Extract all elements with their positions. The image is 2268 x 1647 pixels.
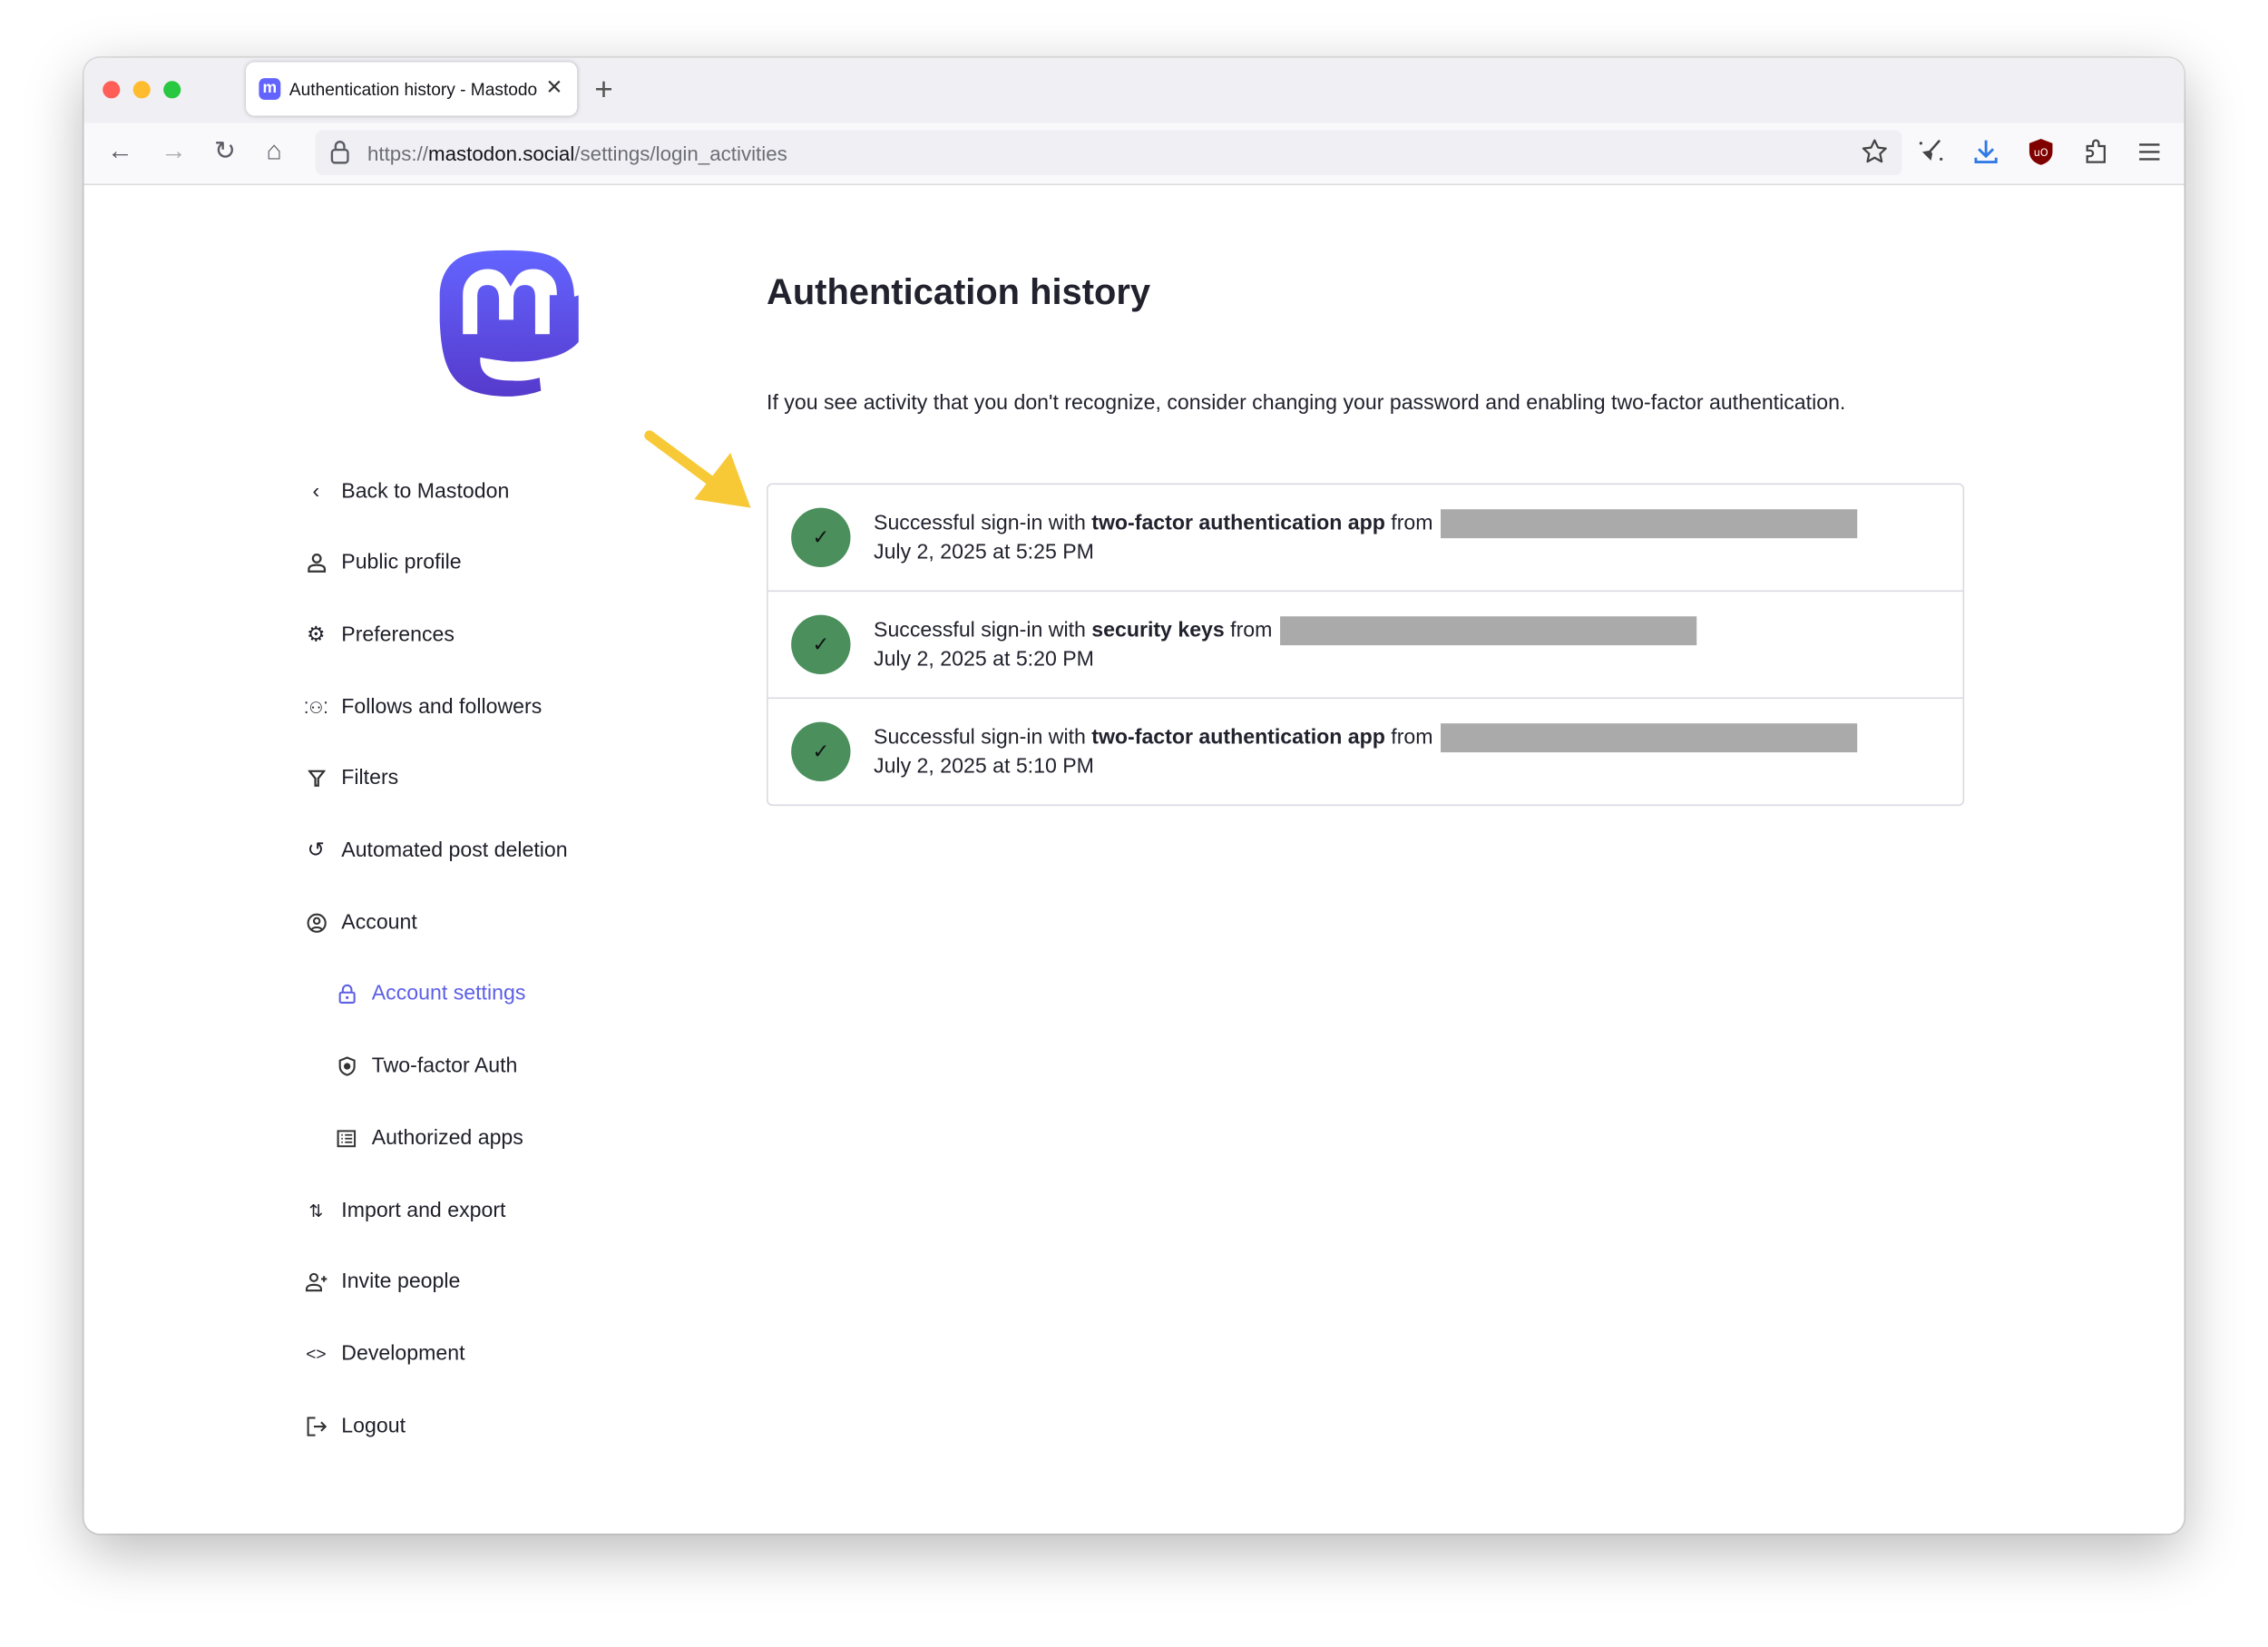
sidebar-item-follows[interactable]: ⁚⚇⁚ Follows and followers [304, 691, 542, 723]
downloads-icon[interactable] [1971, 137, 2000, 166]
person-add-icon [304, 1270, 328, 1294]
success-check-icon: ✓ [791, 614, 851, 674]
sidebar-item-label: Filters [341, 767, 399, 790]
sidebar-item-label: Authorized apps [371, 1127, 523, 1151]
redacted-ip [1440, 723, 1857, 753]
ublock-origin-icon[interactable]: uO [2027, 137, 2056, 166]
navigation-bar: ← → ↻ ⌂ https://mastodon.social/settings… [83, 123, 2185, 186]
bookmark-star-icon[interactable] [1860, 137, 1889, 166]
sidebar-item-import-export[interactable]: ⇅ Import and export [304, 1195, 506, 1227]
entry-method: security keys [1091, 619, 1225, 642]
extensions-puzzle-icon[interactable] [2081, 137, 2110, 166]
lock-icon [334, 982, 358, 1006]
chevron-left-icon: ‹ [312, 480, 320, 504]
sidebar-item-label: Logout [341, 1415, 406, 1438]
maximize-window-button[interactable] [163, 81, 181, 99]
sidebar-item-account[interactable]: Account [304, 907, 417, 939]
login-activity-list: ✓ Successful sign-in with two-factor auth… [767, 483, 1965, 807]
success-check-icon: ✓ [791, 721, 851, 781]
sidebar-item-label: Automated post deletion [341, 838, 568, 863]
sidebar-item-label: Account settings [371, 982, 526, 1006]
sidebar-item-label: Two-factor Auth [371, 1054, 518, 1078]
tab-bar: m Authentication history - Mastodon ✕ + [83, 57, 2185, 123]
sidebar-item-development[interactable]: <> Development [304, 1338, 465, 1370]
login-activity-row: ✓ Successful sign-in with security keys fr… [767, 590, 1963, 698]
lock-icon [330, 141, 349, 164]
url-host: mastodon.social [427, 142, 575, 165]
sidebar-item-account-settings[interactable]: Account settings [334, 978, 525, 1010]
reload-button[interactable]: ↻ [213, 135, 237, 165]
entry-method: two-factor authentication app [1091, 726, 1385, 750]
tab-close-icon[interactable]: ✕ [545, 74, 563, 99]
menu-hamburger-icon[interactable] [2135, 137, 2164, 166]
sidebar-item-two-factor-auth[interactable]: Two-factor Auth [334, 1051, 517, 1083]
sidebar-item-authorized-apps[interactable]: Authorized apps [334, 1123, 523, 1154]
entry-suffix: from [1391, 512, 1433, 535]
logout-icon [304, 1415, 328, 1439]
sidebar-item-label: Account [341, 911, 417, 935]
page-description: If you see activity that you don't recog… [767, 392, 1846, 416]
annotation-arrow-icon [644, 430, 751, 508]
browser-tab[interactable]: m Authentication history - Mastodon ✕ [246, 62, 578, 116]
entry-prefix: Successful sign-in with [874, 512, 1086, 535]
url-scheme: https:// [367, 142, 428, 165]
clear-history-broom-icon[interactable] [1917, 137, 1946, 166]
code-icon: <> [306, 1344, 327, 1365]
entry-timestamp: July 2, 2025 at 5:10 PM [874, 755, 1094, 779]
sidebar-item-preferences[interactable]: ⚙ Preferences [304, 619, 455, 651]
mastodon-logo[interactable] [434, 246, 579, 397]
sidebar-item-invite-people[interactable]: Invite people [304, 1266, 461, 1298]
filter-icon [304, 766, 328, 790]
login-activity-row: ✓ Successful sign-in with two-factor auth… [767, 697, 1963, 805]
account-circle-icon [304, 911, 328, 936]
url-path: /settings/login_activities [574, 142, 787, 165]
entry-prefix: Successful sign-in with [874, 619, 1086, 642]
people-icon: ⁚⚇⁚ [303, 699, 328, 718]
success-check-icon: ✓ [791, 507, 851, 568]
sidebar-item-label: Import and export [341, 1199, 506, 1223]
page-title: Authentication history [767, 271, 1151, 313]
mastodon-favicon-icon: m [259, 78, 281, 101]
sidebar-item-back-to-mastodon[interactable]: ‹ Back to Mastodon [304, 476, 510, 508]
sidebar-item-label: Development [341, 1342, 465, 1367]
new-tab-button[interactable]: + [594, 71, 613, 107]
login-activity-row: ✓ Successful sign-in with two-factor auth… [768, 485, 1963, 590]
sidebar-item-label: Public profile [341, 551, 462, 574]
back-button[interactable]: ← [106, 135, 133, 165]
sidebar-item-automated-post-deletion[interactable]: ↺ Automated post deletion [304, 835, 568, 867]
redacted-ip [1279, 616, 1696, 646]
redacted-ip [1440, 509, 1857, 539]
sidebar-item-filters[interactable]: Filters [304, 762, 398, 794]
entry-timestamp: July 2, 2025 at 5:20 PM [874, 648, 1094, 672]
svg-text:uO: uO [2034, 147, 2048, 159]
entry-timestamp: July 2, 2025 at 5:25 PM [874, 541, 1094, 564]
sidebar-item-logout[interactable]: Logout [304, 1411, 406, 1443]
home-button[interactable]: ⌂ [266, 135, 282, 165]
entry-prefix: Successful sign-in with [874, 726, 1086, 750]
forward-button[interactable]: → [160, 135, 187, 165]
close-window-button[interactable] [103, 81, 121, 99]
browser-window: m Authentication history - Mastodon ✕ + … [83, 57, 2185, 1534]
history-icon: ↺ [307, 838, 326, 863]
sidebar-item-label: Invite people [341, 1270, 461, 1294]
person-icon [304, 551, 328, 575]
sidebar-item-public-profile[interactable]: Public profile [304, 547, 462, 579]
minimize-window-button[interactable] [132, 81, 151, 99]
sidebar-item-label: Back to Mastodon [341, 480, 510, 504]
url-bar[interactable]: https://mastodon.social/settings/login_a… [315, 130, 1902, 175]
entry-method: two-factor authentication app [1091, 512, 1385, 535]
import-export-icon: ⇅ [308, 1201, 324, 1221]
gear-icon: ⚙ [307, 623, 326, 647]
tab-title: Authentication history - Mastodon [288, 79, 539, 101]
sidebar-item-label: Preferences [341, 623, 455, 647]
sidebar-item-label: Follows and followers [341, 695, 543, 720]
shield-icon [334, 1054, 358, 1079]
list-icon [334, 1126, 358, 1151]
entry-suffix: from [1391, 726, 1433, 750]
entry-suffix: from [1230, 619, 1273, 642]
